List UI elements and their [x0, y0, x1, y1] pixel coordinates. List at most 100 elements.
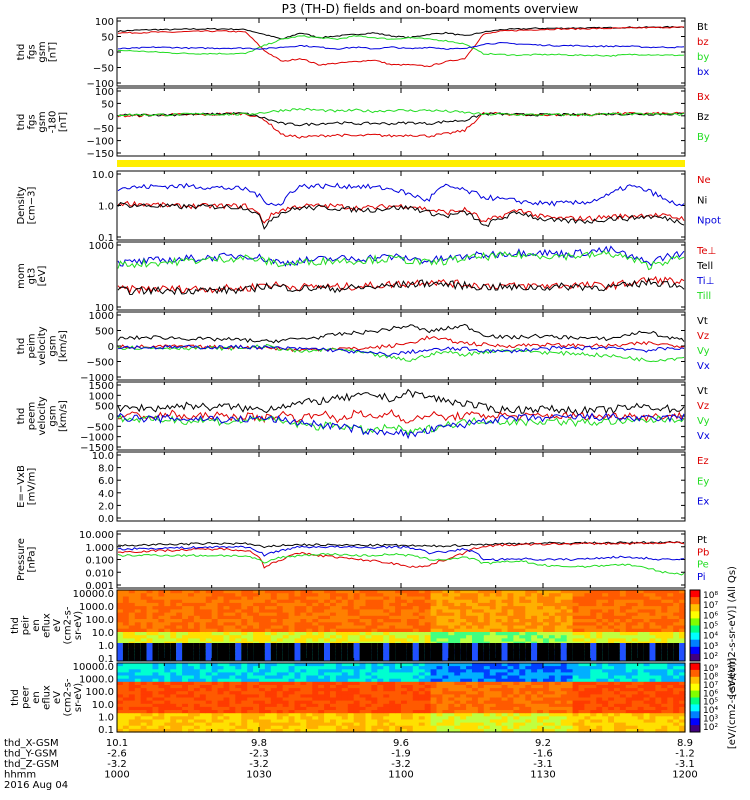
heatmap-cell: [152, 599, 159, 604]
heatmap-cell: [270, 710, 278, 714]
heatmap-cell: [223, 694, 230, 699]
heatmap-cell: [466, 628, 473, 633]
heatmap-cell: [495, 666, 503, 670]
heatmap-cell: [235, 691, 242, 695]
heatmap-cell: [460, 675, 467, 680]
heatmap-cell: [424, 638, 432, 643]
heatmap-cell: [146, 593, 154, 597]
heatmap-cell: [655, 697, 662, 702]
heatmap-cell: [424, 725, 432, 730]
heatmap-cell: [359, 602, 367, 607]
heatmap-cell: [596, 722, 603, 727]
heatmap-cell: [253, 619, 260, 623]
heatmap-cell: [211, 599, 219, 604]
heatmap-cell: [637, 619, 645, 623]
heatmap-cell: [637, 691, 645, 695]
heatmap-cell: [330, 632, 337, 636]
heatmap-cell: [578, 719, 585, 724]
heatmap-cell: [566, 728, 574, 733]
heatmap-cell: [341, 590, 349, 594]
colorbar-tick-label: 10⁸: [703, 672, 718, 682]
heatmap-cell: [560, 596, 568, 601]
heatmap-cell: [188, 596, 195, 601]
heatmap-cell: [590, 716, 597, 720]
heatmap-cell: [264, 625, 272, 630]
heatmap-cell: [253, 590, 260, 594]
heatmap-cell: [188, 593, 195, 597]
heatmap-cell: [537, 697, 544, 702]
heatmap-cell: [140, 697, 148, 702]
heatmap-cell: [347, 713, 355, 717]
heatmap-cell: [430, 590, 438, 594]
heatmap-cell: [170, 675, 177, 680]
heatmap-cell: [371, 678, 378, 683]
heatmap-cell: [270, 685, 278, 689]
heatmap-cell: [667, 688, 674, 692]
heatmap-cell: [483, 615, 491, 620]
legend-entry-Pb: Pb: [697, 547, 709, 558]
heatmap-cell: [673, 728, 680, 733]
heatmap-cell: [182, 678, 189, 683]
heatmap-cell: [389, 590, 396, 594]
heatmap-cell: [259, 612, 266, 617]
x-row-value: 9.8: [251, 738, 267, 749]
heatmap-cell: [300, 675, 307, 680]
heatmap-cell: [306, 599, 313, 604]
heatmap-cell: [501, 700, 509, 705]
heatmap-cell: [241, 663, 248, 667]
heatmap-cell: [347, 593, 355, 597]
heatmap-cell: [306, 593, 313, 597]
heatmap-cell: [359, 628, 367, 633]
heatmap-cell: [229, 681, 236, 686]
heatmap-cell: [264, 678, 272, 683]
heatmap-cell: [401, 719, 408, 724]
heatmap-cell: [306, 590, 313, 594]
heatmap-cell: [448, 700, 455, 705]
heatmap-cell: [371, 619, 378, 623]
heatmap-cell: [140, 643, 148, 661]
heatmap-cell: [300, 700, 307, 705]
heatmap-cell: [614, 622, 621, 627]
heatmap-cell: [188, 669, 195, 673]
heatmap-cell: [501, 694, 509, 699]
heatmap-cell: [158, 694, 165, 699]
heatmap-cell: [667, 685, 674, 689]
heatmap-cell: [578, 688, 585, 692]
heatmap-cell: [306, 688, 313, 692]
heatmap-cell: [489, 635, 497, 639]
heatmap-cell: [282, 678, 290, 683]
heatmap-cell: [259, 635, 266, 639]
heatmap-cell: [253, 632, 260, 636]
heatmap-cell: [406, 638, 414, 643]
heatmap-cell: [140, 700, 148, 705]
heatmap-cell: [625, 722, 633, 727]
heatmap-cell: [318, 612, 325, 617]
heatmap-cell: [134, 669, 142, 673]
heatmap-cell: [371, 612, 378, 617]
heatmap-cell: [578, 710, 585, 714]
heatmap-cell: [353, 666, 361, 670]
heatmap-cell: [188, 678, 195, 683]
heatmap-cell: [430, 672, 438, 677]
heatmap-cell: [543, 593, 550, 597]
heatmap-cell: [418, 625, 426, 630]
heatmap-cell: [365, 666, 372, 670]
heatmap-cell: [596, 599, 603, 604]
heatmap-cell: [643, 593, 651, 597]
heatmap-cell: [170, 602, 177, 607]
heatmap-cell: [247, 622, 254, 627]
heatmap-cell: [223, 706, 230, 711]
y-axis-label: thd: [16, 44, 27, 61]
heatmap-cell: [513, 619, 520, 623]
heatmap-cell: [353, 602, 361, 607]
heatmap-cell: [259, 706, 266, 711]
heatmap-cell: [537, 663, 544, 667]
heatmap-cell: [661, 602, 668, 607]
heatmap-cell: [377, 663, 384, 667]
heatmap-cell: [531, 638, 538, 643]
heatmap-cell: [199, 596, 207, 601]
heatmap-cell: [264, 713, 272, 717]
heatmap-cell: [270, 619, 278, 623]
heatmap-cell: [199, 716, 207, 720]
heatmap-cell: [324, 710, 331, 714]
